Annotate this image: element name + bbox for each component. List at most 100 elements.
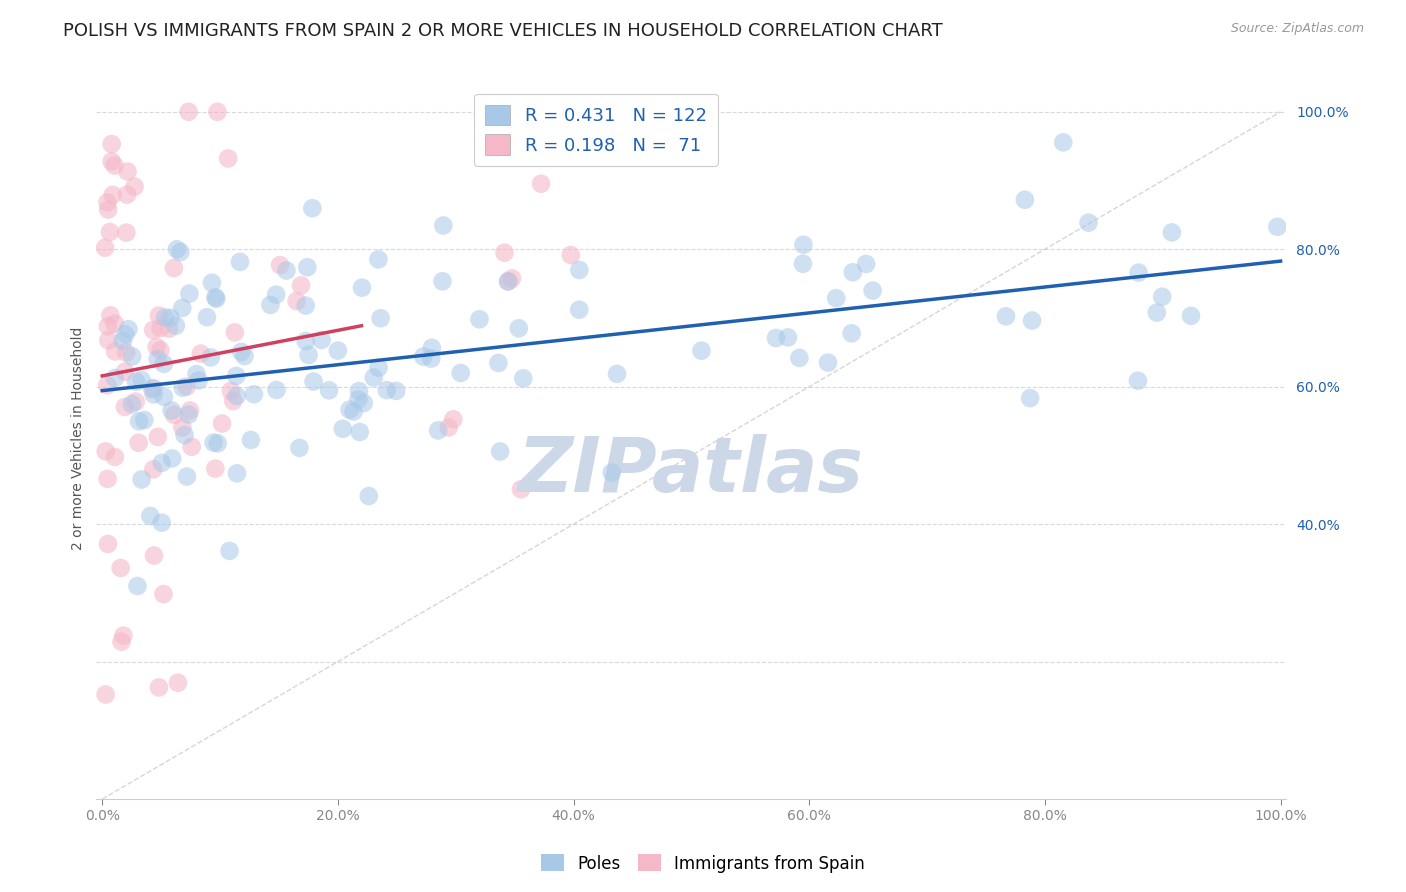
Point (121, 397, 143, 411)
Point (104, 371, 127, 385)
Point (179, 286, 201, 301)
Point (142, 323, 165, 337)
Point (339, 402, 361, 417)
Point (792, 257, 814, 271)
Point (142, 387, 165, 401)
Point (159, 310, 181, 325)
Point (94, 444, 117, 458)
Point (96, 195, 118, 210)
Point (148, 309, 170, 323)
Point (143, 549, 166, 563)
Point (153, 310, 176, 325)
Point (207, 436, 229, 450)
Point (167, 675, 190, 690)
Point (172, 420, 194, 434)
Point (1161, 226, 1184, 240)
Point (148, 681, 170, 695)
Point (1052, 136, 1074, 150)
Point (765, 331, 787, 345)
Point (121, 350, 143, 364)
Point (100, 154, 122, 169)
Point (117, 164, 139, 178)
Point (224, 326, 246, 340)
Point (152, 587, 174, 601)
Point (97, 472, 120, 486)
Point (186, 367, 208, 381)
Point (111, 334, 134, 348)
Point (498, 274, 520, 288)
Point (157, 322, 180, 336)
Point (1019, 391, 1042, 405)
Point (353, 396, 375, 410)
Y-axis label: 2 or more Vehicles in Household: 2 or more Vehicles in Household (72, 326, 86, 550)
Point (450, 366, 472, 380)
Point (125, 394, 148, 409)
Point (169, 245, 191, 260)
Point (294, 299, 316, 313)
Point (501, 271, 523, 285)
Point (115, 345, 138, 359)
Point (363, 370, 385, 384)
Point (350, 281, 373, 295)
Point (285, 293, 308, 308)
Point (326, 343, 349, 358)
Point (432, 219, 454, 233)
Point (114, 400, 136, 414)
Point (222, 394, 245, 409)
Point (98, 225, 121, 239)
Point (218, 544, 240, 558)
Point (332, 422, 354, 436)
Point (486, 356, 509, 370)
Point (204, 290, 226, 304)
Text: Source: ZipAtlas.com: Source: ZipAtlas.com (1230, 22, 1364, 36)
Point (318, 384, 340, 398)
Point (114, 365, 136, 379)
Point (530, 177, 553, 191)
Point (568, 263, 591, 277)
Point (100, 308, 122, 322)
Point (180, 440, 202, 454)
Point (115, 187, 138, 202)
Point (554, 135, 576, 149)
Point (239, 433, 262, 447)
Point (1146, 305, 1168, 319)
Point (110, 634, 132, 648)
Point (127, 579, 149, 593)
Point (177, 408, 200, 422)
Point (370, 311, 392, 326)
Point (375, 383, 398, 397)
Point (367, 360, 389, 375)
Point (276, 263, 298, 277)
Point (432, 274, 454, 288)
Point (508, 321, 530, 335)
Point (101, 187, 124, 202)
Point (104, 317, 127, 331)
Point (792, 237, 814, 252)
Point (357, 489, 380, 503)
Point (349, 425, 371, 439)
Point (160, 451, 183, 466)
Point (97, 202, 120, 217)
Point (1267, 219, 1289, 234)
Point (226, 467, 249, 481)
Point (117, 322, 139, 336)
Point (842, 265, 865, 279)
Point (231, 345, 253, 359)
Point (202, 435, 225, 450)
Point (96, 378, 118, 392)
Point (311, 333, 333, 347)
Point (294, 334, 316, 348)
Point (290, 278, 312, 293)
Point (160, 403, 183, 417)
Point (225, 389, 247, 403)
Point (94, 688, 117, 702)
Point (437, 420, 460, 434)
Point (259, 298, 281, 312)
Point (427, 424, 450, 438)
Point (420, 351, 443, 366)
Point (1077, 216, 1099, 230)
Point (146, 352, 169, 367)
Point (172, 381, 194, 395)
Point (496, 275, 519, 289)
Point (1128, 266, 1150, 280)
